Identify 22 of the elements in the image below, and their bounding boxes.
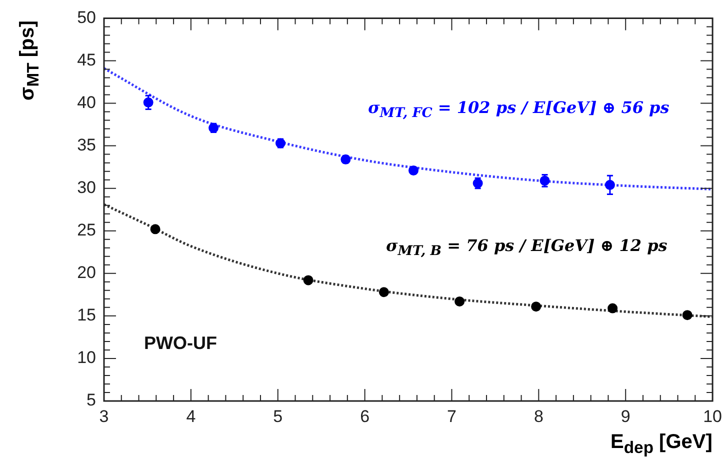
y-tick-label: 40 <box>77 92 96 112</box>
annotation: σ$_{MT, B}$ = 76 ps / E[GeV] ⊕ 12 ps <box>384 236 670 260</box>
x-tick-label: 7 <box>447 406 456 426</box>
y-tick-label: 15 <box>77 306 96 325</box>
x-tick-label: 8 <box>534 406 544 426</box>
y-tick-label: 50 <box>77 8 96 27</box>
y-tick-label: 35 <box>77 135 96 154</box>
x-tick-label: 6 <box>360 406 370 426</box>
y-tick-label: 25 <box>77 220 96 240</box>
y-tick-label: 30 <box>77 178 96 198</box>
annotation: PWO-UF <box>144 333 217 354</box>
x-tick-label: 10 <box>703 406 722 426</box>
y-tick-label: 45 <box>77 50 96 70</box>
annotation: σ$_{MT, FC}$ = 102 ps / E[GeV] ⊕ 56 ps <box>366 98 672 122</box>
y-tick-label: 20 <box>77 263 96 282</box>
x-tick-label: 5 <box>273 406 283 426</box>
y-tick-label: 5 <box>86 390 96 410</box>
x-axis-title: E$_{dep}$ [GeV] <box>610 431 712 458</box>
y-tick-label: 10 <box>77 348 96 368</box>
x-tick-label: 4 <box>186 406 196 426</box>
x-tick-label: 3 <box>99 406 109 426</box>
x-tick-label: 9 <box>620 406 630 426</box>
